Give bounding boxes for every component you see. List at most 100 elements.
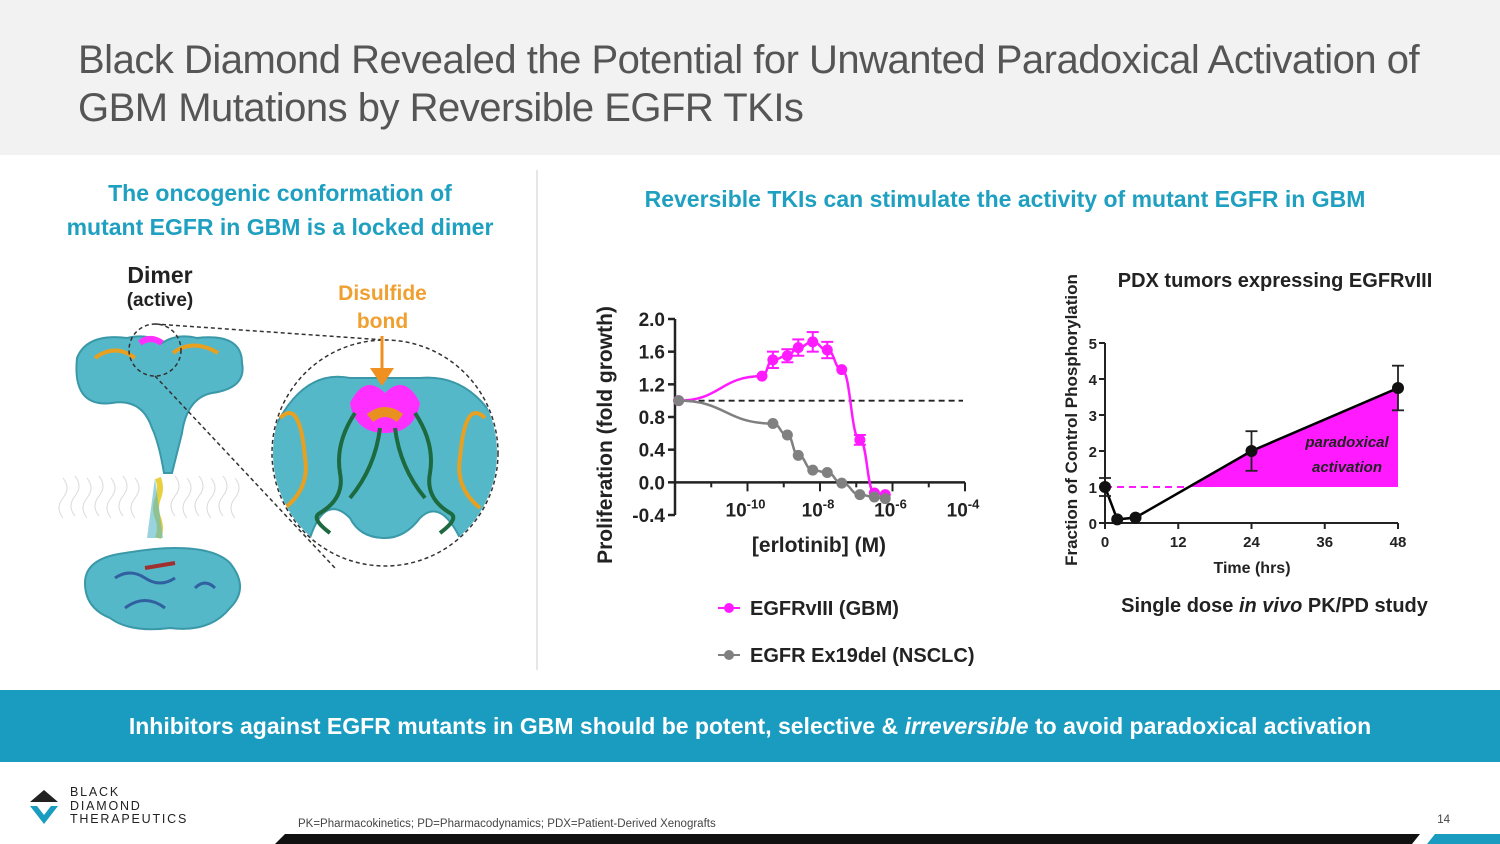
- disulfide-label: Disulfide bond: [320, 280, 445, 336]
- data-point: [836, 364, 848, 376]
- paradoxical-activation-area: [1188, 388, 1398, 487]
- data-point: [836, 477, 848, 489]
- protein-surface-icon: [75, 335, 244, 474]
- y-tick-label: 0.4: [639, 441, 666, 462]
- y-tick-label: 1.6: [639, 343, 665, 364]
- company-logo: BLACK DIAMOND THERAPEUTICS: [24, 785, 214, 830]
- data-point: [1392, 382, 1404, 394]
- y-axis-label: Proliferation (fold growth): [594, 306, 617, 564]
- data-point: [767, 354, 779, 366]
- pdx-phosphorylation-chart: Fraction of Control Phosphorylation Time…: [1062, 274, 1407, 577]
- y-tick-label: 2.0: [639, 310, 665, 331]
- data-point: [756, 370, 768, 382]
- legend: EGFRvIII (GBM) EGFR Ex19del (NSCLC): [718, 598, 974, 667]
- data-point: [854, 434, 866, 446]
- conclusion-text: Inhibitors against EGFR mutants in GBM s…: [0, 713, 1500, 740]
- data-point: [821, 344, 833, 356]
- conclusion-suffix: to avoid paradoxical activation: [1028, 713, 1372, 739]
- disulfide-line2: bond: [356, 310, 409, 333]
- legend-marker-ex19del: [724, 650, 734, 660]
- data-point: [868, 491, 880, 503]
- series-line-0: [678, 340, 886, 496]
- y-tick-label: 2: [1089, 444, 1097, 461]
- left-heading-line2: mutant EGFR in GBM is a locked dimer: [66, 214, 494, 240]
- study-label: Single dose in vivo PK/PD study: [1092, 595, 1457, 618]
- x-tick-label: 48: [1390, 534, 1407, 551]
- data-point: [1129, 511, 1142, 524]
- data-point: [792, 449, 804, 461]
- data-point: [781, 429, 793, 441]
- x-axis-label: [erlotinib] (M): [752, 534, 886, 557]
- series-line-1: [678, 399, 886, 500]
- x-tick-label: 12: [1170, 534, 1187, 551]
- data-point: [1111, 513, 1124, 526]
- diamond-logo-icon: [30, 790, 58, 824]
- dimer-sublabel: (active): [126, 290, 194, 311]
- data-point: [807, 336, 819, 348]
- data-point: [821, 467, 833, 479]
- axes: -0.4 0.0 0.4 0.8 1.2 1.6 2.0 10-10 10-8 10-6 10-4: [632, 310, 980, 527]
- data-point: [807, 464, 819, 476]
- data-point: [781, 350, 793, 362]
- x-tick-label: 10-6: [874, 496, 907, 521]
- logo-line2: DIAMOND: [70, 798, 142, 813]
- conclusion-prefix: Inhibitors against EGFR mutants in GBM s…: [128, 713, 905, 739]
- left-heading: The oncogenic conformation of mutant EGF…: [40, 176, 520, 244]
- slide-title: Black Diamond Revealed the Potential for…: [78, 38, 1420, 130]
- data-point: [673, 395, 685, 407]
- data-point: [792, 342, 804, 354]
- y-tick-label: -0.4: [632, 506, 665, 527]
- y-tick-label: 1: [1089, 480, 1097, 497]
- study-italic: in vivo: [1238, 595, 1303, 617]
- study-prefix: Single dose: [1121, 595, 1239, 617]
- x-axis-label: Time (hrs): [1213, 560, 1290, 577]
- footnote: PK=Pharmacokinetics; PD=Pharmacodynamics…: [298, 818, 716, 830]
- study-suffix: PK/PD study: [1302, 595, 1428, 617]
- data-point: [854, 489, 866, 501]
- legend-marker-egfrviii: [724, 603, 734, 613]
- x-tick-label: 0: [1101, 534, 1109, 551]
- data-point: [1245, 445, 1258, 457]
- y-tick-label: 0.0: [639, 473, 665, 494]
- membrane-icon: [58, 475, 240, 519]
- data-marks: [1099, 364, 1404, 526]
- y-tick-label: 1.2: [639, 375, 665, 396]
- data-marks: [673, 331, 891, 505]
- data-point: [879, 493, 891, 505]
- annotation-line2: activation: [1312, 459, 1382, 476]
- left-heading-line1: The oncogenic conformation of: [108, 180, 452, 206]
- logo-text: BLACK DIAMOND THERAPEUTICS: [70, 785, 189, 827]
- dimer-label: Dimer: [127, 262, 193, 288]
- legend-ex19del: EGFR Ex19del (NSCLC): [750, 645, 974, 667]
- x-tick-label: 36: [1316, 534, 1333, 551]
- data-point: [1099, 481, 1111, 493]
- disulfide-line1: Disulfide: [338, 282, 427, 305]
- egfr-dimer-structure-image: [58, 323, 499, 631]
- x-tick-label: 10-4: [947, 496, 980, 521]
- legend-egfrviii: EGFRvIII (GBM): [750, 598, 899, 620]
- y-tick-label: 4: [1089, 372, 1098, 389]
- y-tick-label: 5: [1089, 336, 1097, 353]
- logo-line3: THERAPEUTICS: [70, 812, 189, 826]
- page-number: 14: [1437, 814, 1450, 826]
- x-tick-label: 24: [1243, 534, 1260, 551]
- y-tick-label: 0.8: [639, 408, 665, 429]
- proliferation-chart: Proliferation (fold growth) [erlotinib] …: [594, 306, 980, 667]
- right-heading: Reversible TKIs can stimulate the activi…: [644, 186, 1366, 212]
- logo-line1: BLACK: [70, 785, 120, 799]
- y-axis-label: Fraction of Control Phosphorylation: [1062, 274, 1081, 566]
- conclusion-italic: irreversible: [904, 713, 1029, 739]
- y-tick-label: 3: [1089, 408, 1097, 425]
- footer-bar: [275, 834, 1500, 844]
- conclusion-banner: [0, 690, 1500, 762]
- data-point: [767, 418, 779, 430]
- annotation-line1: paradoxical: [1304, 434, 1389, 451]
- pdx-label: PDX tumors expressing EGFRvIII: [1117, 270, 1433, 292]
- x-tick-label: 10-10: [726, 496, 766, 521]
- title-band: [0, 0, 1500, 155]
- y-tick-label: 0: [1089, 516, 1097, 533]
- shaded-region: [1188, 388, 1398, 487]
- panel-divider: [536, 170, 538, 670]
- x-tick-label: 10-8: [802, 496, 835, 521]
